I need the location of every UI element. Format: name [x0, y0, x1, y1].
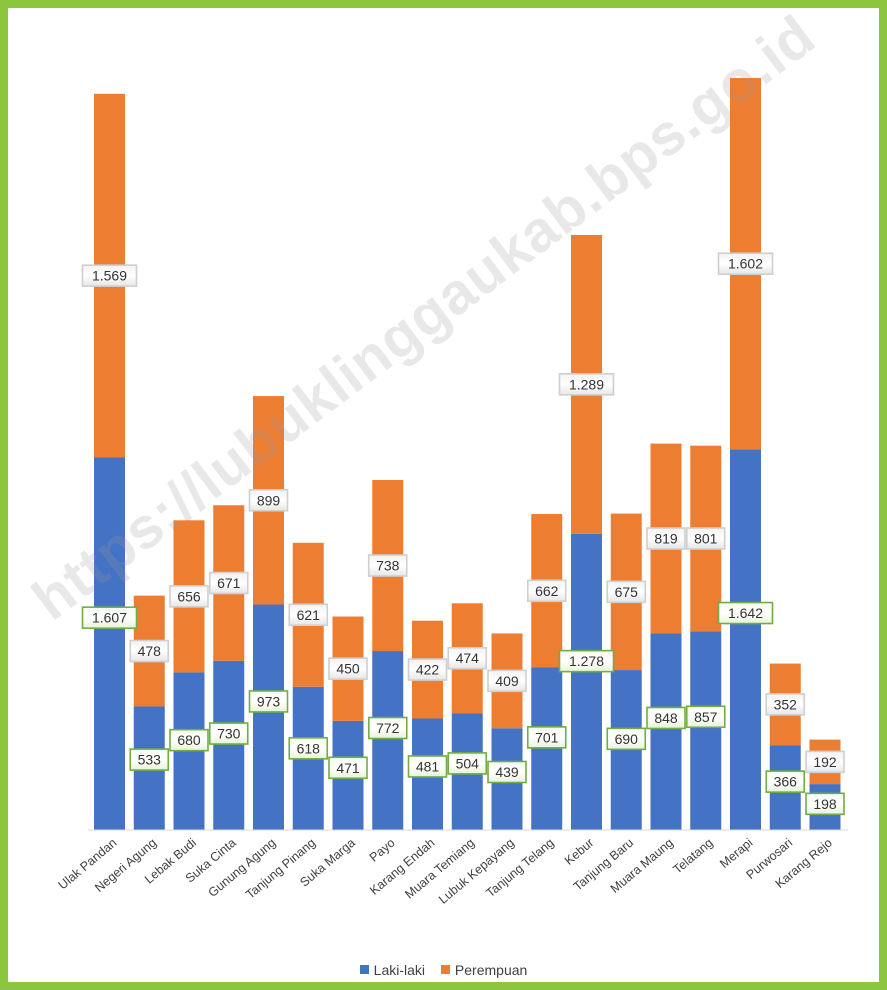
data-label-perempuan-ulak-pandan-box: 1.569 — [81, 264, 138, 287]
data-label-perempuan-purwosari-box: 352 — [765, 693, 806, 716]
data-label-perempuan-karang-rejo: 192 — [813, 754, 837, 770]
data-label-laki-laki-karang-endah-box: 481 — [407, 755, 448, 778]
data-label-perempuan-payo-box: 738 — [367, 554, 408, 577]
data-label-laki-laki-merapi-box: 1.642 — [717, 601, 774, 625]
data-label-perempuan-gunung-agung: 899 — [257, 492, 281, 508]
bar-laki-laki-gunung-agung — [253, 604, 284, 830]
legend-label-laki-laki: Laki-laki — [373, 961, 426, 978]
category-label-payo: Payo — [367, 836, 398, 865]
data-label-perempuan-muara-maung: 819 — [654, 531, 678, 547]
data-label-laki-laki-karang-rejo-box: 198 — [805, 792, 845, 816]
data-label-laki-laki-suka-marga: 471 — [336, 760, 360, 776]
data-label-perempuan-tanjung-baru-box: 675 — [606, 580, 647, 604]
data-label-laki-laki-purwosari: 366 — [774, 774, 798, 790]
category-label-tanjung-pinang: Tanjung Pinang — [243, 836, 318, 902]
data-label-laki-laki-tanjung-telang: 701 — [535, 729, 559, 745]
data-label-perempuan-muara-temiang: 474 — [456, 650, 480, 666]
data-label-laki-laki-lubuk-kepayang: 439 — [495, 764, 519, 780]
bar-laki-laki-merapi — [730, 449, 761, 830]
data-label-perempuan-lebak-budi-box: 656 — [169, 585, 209, 608]
data-label-perempuan-merapi: 1.602 — [728, 256, 763, 272]
data-label-perempuan-merapi-box: 1.602 — [717, 252, 774, 276]
data-label-laki-laki-kebur-box: 1.278 — [558, 649, 615, 673]
data-label-laki-laki-telatang: 857 — [694, 709, 718, 725]
data-label-perempuan-suka-cinta: 671 — [217, 575, 241, 591]
data-label-perempuan-purwosari: 352 — [774, 696, 798, 712]
bar-laki-laki-tanjung-telang — [531, 667, 563, 830]
data-label-perempuan-tanjung-pinang-box: 621 — [288, 603, 329, 627]
data-label-perempuan-telatang: 801 — [694, 531, 718, 547]
data-label-perempuan-tanjung-telang-box: 662 — [526, 579, 567, 603]
data-label-laki-laki-karang-rejo: 198 — [813, 796, 837, 812]
data-label-perempuan-kebur: 1.289 — [569, 376, 604, 392]
data-label-laki-laki-payo: 772 — [376, 720, 400, 736]
data-label-laki-laki-negeri-agung: 533 — [138, 752, 162, 768]
legend-swatch-laki-laki — [359, 965, 369, 974]
data-label-laki-laki-tanjung-pinang-box: 618 — [288, 737, 329, 760]
data-label-perempuan-tanjung-telang: 662 — [535, 583, 559, 599]
bar-laki-laki-payo — [372, 651, 404, 830]
data-label-laki-laki-kebur: 1.278 — [569, 653, 604, 669]
data-label-laki-laki-lebak-budi-box: 680 — [169, 728, 209, 752]
bar-laki-laki-muara-maung — [650, 633, 682, 830]
data-label-perempuan-kebur-box: 1.289 — [558, 373, 615, 396]
data-label-perempuan-karang-rejo-box: 192 — [805, 750, 845, 774]
data-label-perempuan-telatang-box: 801 — [685, 527, 726, 550]
data-label-perempuan-tanjung-pinang: 621 — [297, 607, 321, 623]
data-label-perempuan-karang-endah: 422 — [416, 662, 440, 678]
data-label-laki-laki-muara-maung: 848 — [654, 710, 678, 726]
data-label-perempuan-ulak-pandan: 1.569 — [92, 268, 127, 284]
bar-laki-laki-telatang — [690, 631, 722, 830]
data-label-laki-laki-tanjung-baru: 690 — [615, 731, 639, 747]
data-label-laki-laki-muara-temiang: 504 — [456, 755, 480, 771]
data-label-laki-laki-payo-box: 772 — [367, 716, 408, 740]
bar-laki-laki-ulak-pandan — [94, 457, 125, 830]
data-label-perempuan-suka-cinta-box: 671 — [208, 571, 249, 595]
data-label-laki-laki-merapi: 1.642 — [728, 605, 763, 621]
data-label-laki-laki-muara-temiang-box: 504 — [447, 752, 488, 775]
data-label-perempuan-lubuk-kepayang-box: 409 — [487, 669, 527, 693]
data-label-perempuan-muara-maung-box: 819 — [646, 527, 686, 550]
legend-item-laki-laki: Laki-laki — [359, 961, 426, 978]
data-label-laki-laki-ulak-pandan-box: 1.607 — [81, 606, 138, 629]
legend-swatch-perempuan — [440, 965, 450, 974]
data-label-laki-laki-suka-marga-box: 471 — [328, 756, 368, 780]
data-label-perempuan-negeri-agung-box: 478 — [129, 639, 170, 663]
data-label-laki-laki-suka-cinta-box: 730 — [208, 722, 249, 745]
data-label-perempuan-muara-temiang-box: 474 — [447, 646, 488, 670]
data-label-laki-laki-tanjung-baru-box: 690 — [606, 727, 647, 751]
data-label-laki-laki-tanjung-telang-box: 701 — [526, 726, 567, 749]
data-label-laki-laki-lebak-budi: 680 — [177, 732, 201, 748]
legend-label-perempuan: Perempuan — [454, 961, 528, 978]
data-label-laki-laki-gunung-agung-box: 973 — [248, 690, 289, 713]
data-label-perempuan-suka-marga: 450 — [336, 661, 360, 677]
data-label-perempuan-karang-endah-box: 422 — [407, 658, 448, 681]
data-label-perempuan-tanjung-baru: 675 — [615, 584, 639, 600]
chart-legend: Laki-laki Perempuan — [0, 961, 887, 978]
data-label-perempuan-gunung-agung-box: 899 — [248, 488, 289, 512]
data-label-laki-laki-karang-endah: 481 — [416, 758, 440, 774]
data-label-laki-laki-muara-maung-box: 848 — [646, 706, 686, 730]
data-label-perempuan-lubuk-kepayang: 409 — [495, 673, 519, 689]
category-label-gunung-agung: Gunung Agung — [206, 836, 279, 900]
category-label-kebur: Kebur — [562, 836, 597, 868]
bar-laki-laki-kebur — [571, 533, 602, 830]
data-label-laki-laki-lubuk-kepayang-box: 439 — [487, 760, 527, 784]
data-label-laki-laki-ulak-pandan: 1.607 — [92, 610, 127, 626]
data-label-laki-laki-gunung-agung: 973 — [257, 693, 281, 709]
data-label-perempuan-lebak-budi: 656 — [177, 588, 201, 604]
category-label-telatang: Telatang — [670, 836, 715, 877]
legend-item-perempuan: Perempuan — [440, 961, 528, 978]
data-label-perempuan-negeri-agung: 478 — [138, 643, 162, 659]
data-label-laki-laki-tanjung-pinang: 618 — [297, 740, 321, 756]
bar-laki-laki-suka-cinta — [213, 660, 245, 830]
data-label-perempuan-suka-marga-box: 450 — [328, 657, 368, 680]
data-label-laki-laki-telatang-box: 857 — [685, 705, 726, 729]
data-label-laki-laki-negeri-agung-box: 533 — [129, 748, 170, 771]
category-label-tanjung-telang: Tanjung Telang — [483, 836, 556, 901]
data-label-perempuan-payo: 738 — [376, 558, 400, 574]
data-label-laki-laki-suka-cinta: 730 — [217, 726, 241, 742]
data-label-laki-laki-purwosari-box: 366 — [765, 770, 806, 793]
